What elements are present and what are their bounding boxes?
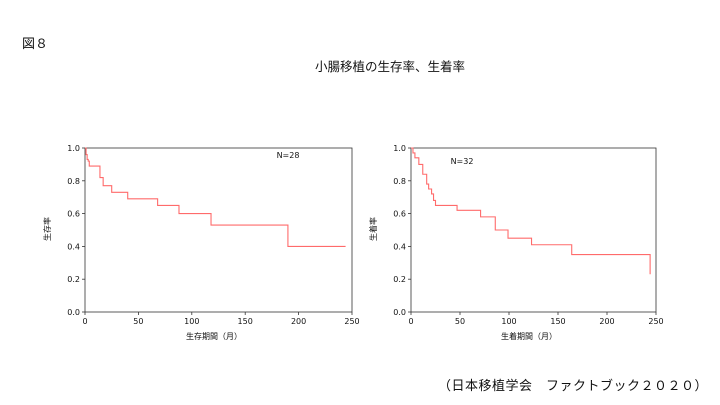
x-tick-label: 50	[455, 317, 465, 326]
x-tick-label: 0	[82, 317, 87, 326]
x-tick-label: 100	[184, 317, 199, 326]
x-tick-label: 200	[291, 317, 306, 326]
graft-survival-chart: 0.00.20.40.60.81.0 0 50 100 150 200 250 N=32 …	[368, 144, 664, 341]
x-tick-label: 200	[599, 317, 614, 326]
survival-step-line	[85, 147, 346, 247]
y-tick-label: 0.6	[393, 210, 406, 219]
x-axis-label: 生着期間（月）	[501, 331, 557, 341]
x-tick-label: 50	[133, 317, 143, 326]
x-tick-label: 150	[238, 317, 253, 326]
y-tick-label: 0.2	[393, 275, 406, 284]
x-tick-label: 250	[344, 317, 359, 326]
source-citation: （日本移植学会 ファクトブック２０２０）	[437, 379, 708, 394]
chart-annotation: N=28	[277, 151, 300, 160]
y-axis-label: 生着率	[368, 217, 378, 241]
x-tick-label: 150	[550, 317, 565, 326]
survival-chart: 0.00.20.40.60.81.0 0 50 100 150 200 250 N=28 …	[42, 144, 360, 341]
y-tick-label: 0.4	[393, 242, 406, 251]
y-tick-label: 0.2	[67, 275, 80, 284]
figure-label: 図８	[22, 37, 49, 52]
y-tick-label: 1.0	[393, 144, 406, 153]
plot-frame	[84, 147, 353, 313]
y-tick-label: 0.6	[67, 210, 80, 219]
y-tick-label: 1.0	[67, 144, 80, 153]
y-tick-label: 0.0	[67, 308, 80, 317]
x-tick-label: 250	[648, 317, 663, 326]
page-title: 小腸移植の生存率、生着率	[314, 59, 465, 74]
y-tick-label: 0.8	[67, 177, 80, 186]
chart-annotation: N=32	[451, 157, 474, 166]
y-tick-label: 0.4	[67, 242, 80, 251]
y-tick-label: 0.0	[393, 308, 406, 317]
survival-step-line	[411, 147, 651, 275]
plot-frame	[410, 147, 657, 313]
y-tick-label: 0.8	[393, 177, 406, 186]
x-tick-label: 0	[408, 317, 413, 326]
x-tick-label: 100	[501, 317, 516, 326]
x-axis-label: 生存期間（月）	[186, 331, 242, 341]
y-axis-label: 生存率	[42, 217, 52, 241]
